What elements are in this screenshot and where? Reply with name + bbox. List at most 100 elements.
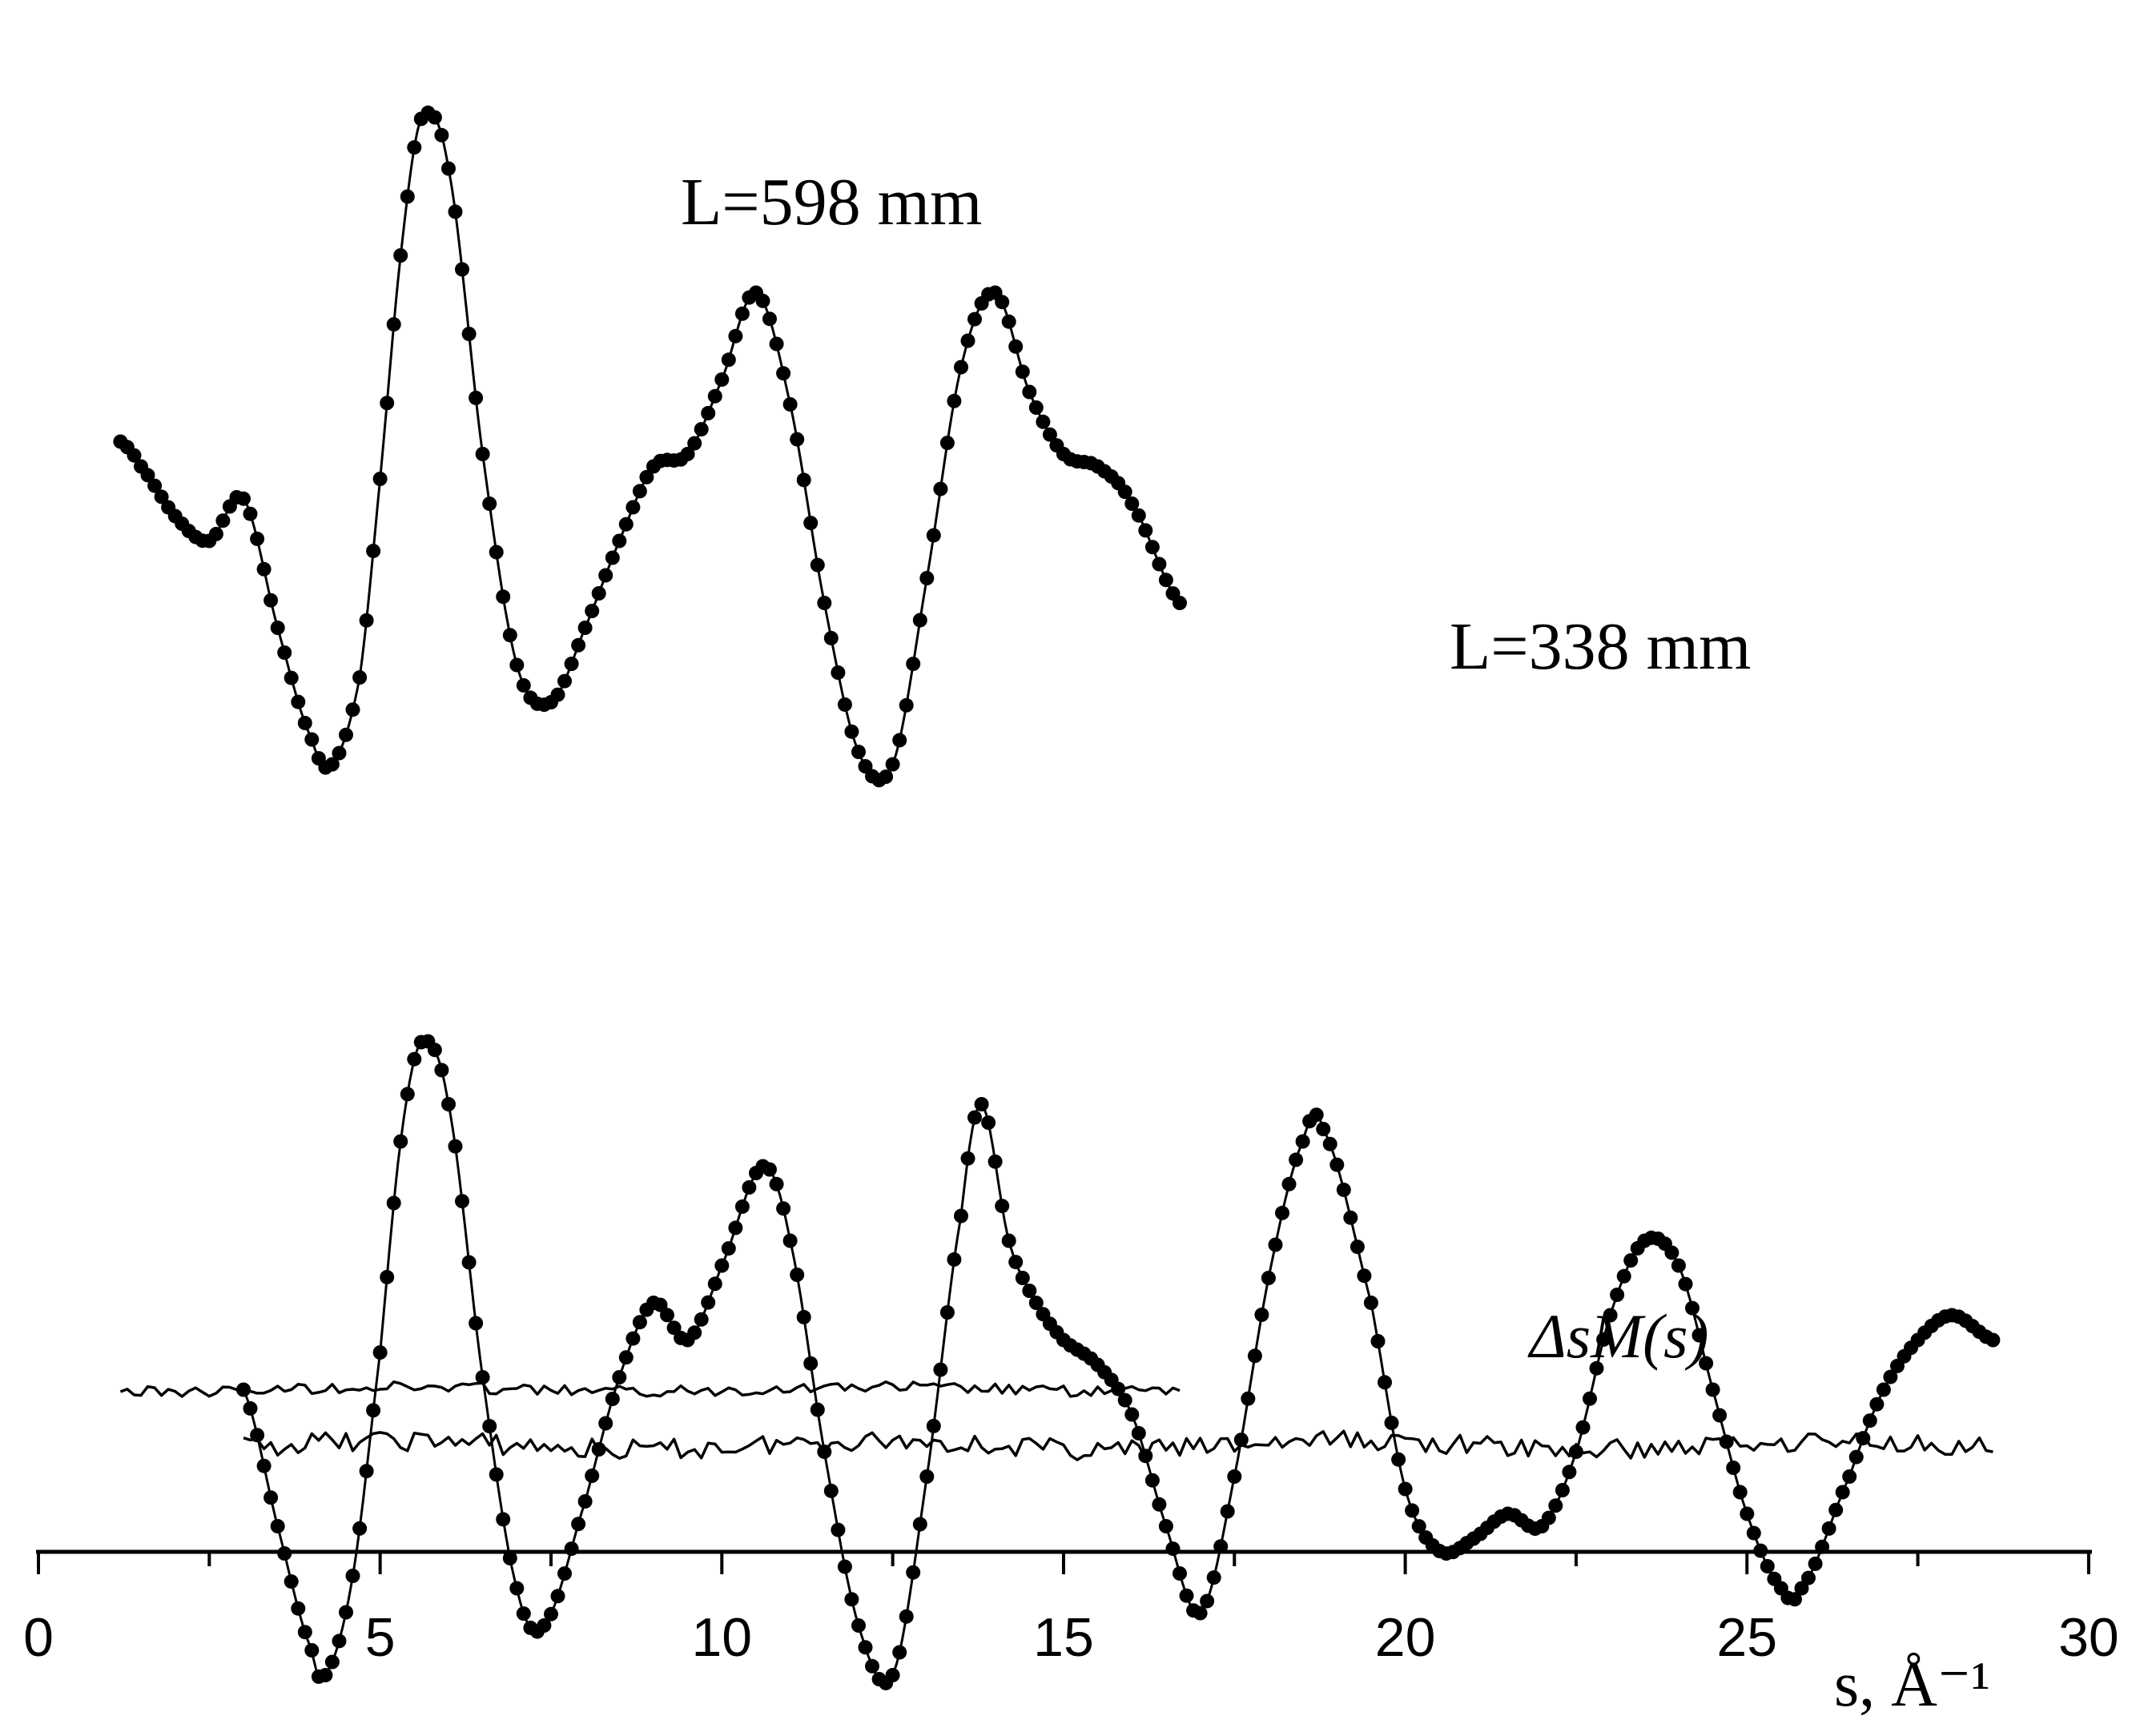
- data-point: [366, 544, 381, 559]
- data-point: [284, 1574, 299, 1589]
- data-point: [448, 1139, 463, 1154]
- data-point: [250, 531, 265, 546]
- data-point: [1357, 1268, 1372, 1284]
- data-point: [782, 1233, 798, 1248]
- x-axis-title: s, Å⁻¹: [1834, 1650, 1990, 1720]
- data-point: [324, 757, 340, 772]
- data-point: [291, 694, 306, 709]
- data-point: [782, 397, 798, 412]
- data-point: [434, 1063, 449, 1078]
- data-point: [1152, 557, 1167, 572]
- data-point: [1555, 1483, 1570, 1497]
- data-point: [632, 484, 647, 499]
- data-point: [537, 1618, 552, 1633]
- data-point: [1678, 1276, 1693, 1292]
- data-point: [823, 630, 839, 645]
- data-point: [270, 1519, 285, 1533]
- data-point: [236, 491, 251, 506]
- data-point: [332, 1634, 347, 1649]
- data-point: [858, 1640, 873, 1655]
- data-point: [475, 1370, 490, 1384]
- data-point: [571, 637, 586, 653]
- data-point: [1295, 1134, 1310, 1149]
- data-point: [332, 745, 347, 761]
- data-point: [837, 697, 852, 712]
- x-tick-label: 25: [1716, 1607, 1777, 1668]
- data-point: [1985, 1332, 2001, 1348]
- data-point: [1596, 1332, 1611, 1347]
- data-point: [1801, 1570, 1816, 1585]
- data-point: [1028, 1296, 1044, 1310]
- data-point: [469, 1316, 484, 1331]
- data-point: [516, 677, 531, 693]
- data-point: [434, 127, 449, 143]
- data-point: [912, 613, 927, 628]
- x-tick-label: 0: [23, 1607, 54, 1668]
- data-point: [947, 393, 962, 408]
- data-point: [933, 1362, 948, 1377]
- data-point: [1828, 1502, 1844, 1517]
- data-point: [1254, 1307, 1269, 1322]
- data-point: [400, 1087, 415, 1102]
- data-point: [386, 317, 401, 332]
- data-point: [892, 1645, 907, 1660]
- data-point: [892, 733, 907, 748]
- data-point: [345, 702, 360, 717]
- data-point: [509, 1581, 525, 1596]
- data-point: [618, 1350, 634, 1365]
- data-point: [407, 1051, 422, 1067]
- data-point: [304, 732, 320, 747]
- data-point: [1726, 1461, 1741, 1475]
- data-point: [359, 1464, 374, 1479]
- data-point: [256, 561, 272, 577]
- data-point: [1241, 1391, 1256, 1406]
- data-point: [803, 516, 819, 531]
- data-point: [714, 372, 730, 387]
- data-point: [427, 1043, 442, 1058]
- difference-curve-1: [243, 1429, 1993, 1461]
- data-point: [1111, 1381, 1126, 1396]
- data-point: [154, 489, 169, 504]
- data-point: [803, 1356, 819, 1371]
- data-point: [393, 1134, 408, 1149]
- data-point: [496, 589, 511, 605]
- data-point: [339, 1605, 353, 1620]
- data-point: [687, 436, 702, 451]
- data-point: [960, 1151, 975, 1166]
- data-point: [1719, 1434, 1734, 1449]
- data-point: [742, 1179, 757, 1195]
- data-point: [1760, 1559, 1775, 1573]
- data-point: [865, 1658, 879, 1674]
- data-point: [919, 571, 935, 585]
- data-point: [660, 1308, 674, 1323]
- data-point: [393, 248, 408, 263]
- data-point: [728, 1220, 743, 1236]
- data-point: [352, 1521, 368, 1536]
- data-point: [1732, 1485, 1748, 1500]
- data-point: [1275, 1205, 1289, 1220]
- data-point: [496, 1512, 511, 1527]
- x-tick-label: 10: [691, 1607, 752, 1668]
- data-point: [831, 665, 846, 680]
- data-point: [1370, 1334, 1386, 1348]
- data-point: [516, 1606, 531, 1621]
- data-point: [1623, 1253, 1639, 1268]
- data-point: [1336, 1182, 1351, 1197]
- label-598: L=598 mm: [681, 165, 982, 239]
- data-point: [1869, 1396, 1885, 1412]
- data-point: [1144, 540, 1160, 555]
- data-point: [618, 516, 634, 532]
- data-point: [127, 448, 142, 463]
- data-point: [1008, 1255, 1024, 1270]
- data-point: [304, 1643, 320, 1658]
- data-point: [694, 422, 709, 437]
- data-point: [550, 687, 565, 702]
- data-point: [598, 568, 613, 583]
- data-point: [1233, 1433, 1249, 1448]
- data-point: [489, 1467, 504, 1482]
- data-point: [407, 140, 422, 155]
- data-point: [1117, 484, 1132, 500]
- data-point: [1391, 1452, 1406, 1467]
- data-point: [626, 1331, 641, 1346]
- data-point: [1173, 1566, 1187, 1581]
